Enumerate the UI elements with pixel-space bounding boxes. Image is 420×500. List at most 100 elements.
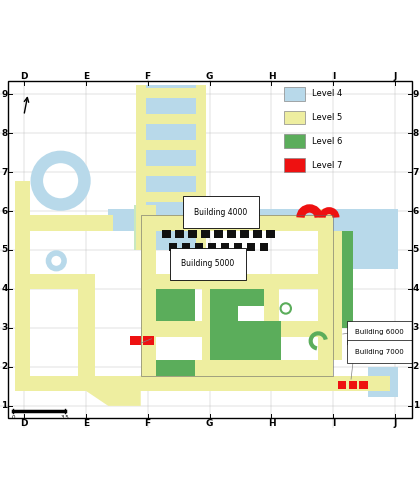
- Bar: [169, 242, 177, 251]
- Bar: [136, 88, 206, 98]
- Polygon shape: [156, 289, 195, 322]
- Polygon shape: [342, 230, 353, 328]
- Polygon shape: [264, 289, 279, 322]
- Text: Building 4000: Building 4000: [194, 208, 247, 217]
- Text: F: F: [144, 72, 151, 82]
- Polygon shape: [327, 209, 398, 270]
- Polygon shape: [327, 367, 398, 397]
- Polygon shape: [368, 367, 398, 397]
- Text: 4: 4: [1, 284, 8, 294]
- Bar: [136, 86, 146, 250]
- Bar: [284, 87, 305, 101]
- Polygon shape: [136, 86, 206, 250]
- Text: Building 5000: Building 5000: [181, 260, 234, 268]
- Bar: [260, 242, 268, 251]
- Text: Level 6: Level 6: [312, 137, 342, 146]
- Bar: [221, 242, 229, 251]
- Text: J: J: [394, 418, 397, 428]
- Bar: [247, 242, 255, 251]
- Text: F: F: [144, 418, 151, 428]
- Bar: [188, 230, 197, 238]
- Polygon shape: [108, 209, 398, 231]
- Text: 9: 9: [412, 90, 419, 98]
- Polygon shape: [141, 216, 156, 376]
- Text: 0: 0: [11, 416, 15, 420]
- Bar: [284, 134, 305, 148]
- Bar: [136, 218, 206, 228]
- Polygon shape: [318, 209, 333, 231]
- Text: 6: 6: [1, 206, 8, 216]
- Polygon shape: [202, 336, 218, 360]
- Bar: [338, 381, 346, 390]
- Bar: [136, 140, 206, 149]
- Bar: [130, 336, 141, 345]
- Polygon shape: [318, 216, 333, 376]
- Bar: [208, 242, 216, 251]
- Text: E: E: [83, 72, 89, 82]
- Text: D: D: [20, 72, 28, 82]
- Polygon shape: [202, 289, 218, 322]
- Text: H: H: [268, 418, 275, 428]
- Text: 8: 8: [412, 128, 419, 138]
- Polygon shape: [15, 376, 191, 390]
- Polygon shape: [86, 376, 141, 406]
- Polygon shape: [210, 289, 281, 360]
- Bar: [284, 158, 305, 172]
- Polygon shape: [156, 274, 318, 289]
- Bar: [143, 336, 154, 345]
- Bar: [182, 242, 190, 251]
- Polygon shape: [15, 180, 30, 390]
- Text: H: H: [268, 72, 275, 82]
- Text: G: G: [206, 418, 213, 428]
- Bar: [266, 230, 275, 238]
- Text: 5: 5: [412, 246, 419, 254]
- Text: 2: 2: [412, 362, 419, 372]
- Text: Building 7000: Building 7000: [355, 349, 404, 355]
- Bar: [240, 230, 249, 238]
- Text: Level 7: Level 7: [312, 160, 342, 170]
- Text: 8: 8: [1, 128, 8, 138]
- Text: G: G: [206, 72, 213, 82]
- Polygon shape: [264, 336, 279, 360]
- Text: 3: 3: [412, 324, 419, 332]
- Bar: [196, 86, 206, 250]
- Text: 5: 5: [1, 246, 8, 254]
- Polygon shape: [141, 216, 333, 230]
- Polygon shape: [156, 322, 318, 336]
- Bar: [163, 230, 171, 238]
- Bar: [284, 110, 305, 124]
- Text: E: E: [83, 418, 89, 428]
- Text: Building 6000: Building 6000: [355, 330, 404, 336]
- Polygon shape: [156, 360, 195, 376]
- Bar: [234, 242, 242, 251]
- Bar: [360, 381, 368, 390]
- Polygon shape: [78, 289, 95, 376]
- Text: 1: 1: [1, 402, 8, 410]
- Polygon shape: [134, 204, 145, 250]
- Text: D: D: [20, 418, 28, 428]
- Bar: [253, 230, 262, 238]
- Bar: [349, 381, 357, 390]
- Text: 7: 7: [1, 168, 8, 176]
- Bar: [136, 114, 206, 124]
- Bar: [227, 230, 236, 238]
- Text: I: I: [332, 418, 335, 428]
- Bar: [195, 242, 203, 251]
- Bar: [136, 192, 206, 202]
- Text: 7: 7: [412, 168, 419, 176]
- Text: 3: 3: [1, 324, 8, 332]
- Bar: [201, 230, 210, 238]
- Bar: [214, 230, 223, 238]
- Polygon shape: [141, 204, 156, 216]
- Polygon shape: [30, 216, 113, 230]
- Polygon shape: [30, 274, 95, 289]
- Polygon shape: [327, 230, 342, 360]
- Polygon shape: [333, 376, 390, 390]
- Bar: [176, 230, 184, 238]
- Bar: [136, 166, 206, 175]
- Text: 6: 6: [412, 206, 419, 216]
- Text: Level 5: Level 5: [312, 113, 342, 122]
- Text: 9: 9: [1, 90, 8, 98]
- Text: I: I: [332, 72, 335, 82]
- Polygon shape: [141, 360, 333, 376]
